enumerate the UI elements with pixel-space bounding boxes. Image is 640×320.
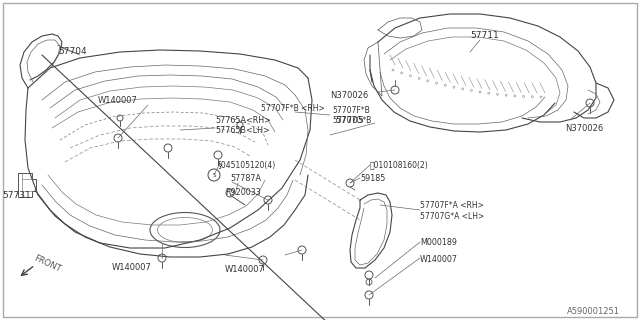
Text: 57707G*A <LH>: 57707G*A <LH> bbox=[420, 212, 484, 220]
Text: 59185: 59185 bbox=[360, 173, 385, 182]
Text: FRONT: FRONT bbox=[32, 254, 62, 274]
Text: N370026: N370026 bbox=[565, 124, 604, 132]
Text: 57707G*B: 57707G*B bbox=[332, 116, 371, 124]
Text: W140007: W140007 bbox=[225, 266, 265, 275]
Text: R920033: R920033 bbox=[225, 188, 260, 196]
Text: 57707F*A <RH>: 57707F*A <RH> bbox=[420, 201, 484, 210]
Text: 57787A: 57787A bbox=[230, 173, 261, 182]
Text: 57707F*B <RH>: 57707F*B <RH> bbox=[261, 103, 325, 113]
Text: M000189: M000189 bbox=[420, 237, 457, 246]
Text: 57731: 57731 bbox=[2, 190, 31, 199]
Text: A590001251: A590001251 bbox=[567, 308, 620, 316]
Text: W140007: W140007 bbox=[98, 95, 138, 105]
Text: 57704: 57704 bbox=[58, 46, 86, 55]
Text: 57765A<RH>: 57765A<RH> bbox=[215, 116, 271, 124]
Text: W140007: W140007 bbox=[112, 263, 152, 273]
Text: W140007: W140007 bbox=[420, 255, 458, 265]
Text: 57765B<LH>: 57765B<LH> bbox=[215, 125, 269, 134]
Text: S: S bbox=[212, 172, 216, 178]
Text: Ⓑ010108160(2): Ⓑ010108160(2) bbox=[370, 161, 429, 170]
Text: 57705: 57705 bbox=[335, 116, 364, 124]
Text: 57711: 57711 bbox=[470, 30, 499, 39]
Text: N370026: N370026 bbox=[330, 91, 368, 100]
Text: §045105120(4): §045105120(4) bbox=[218, 161, 276, 170]
Text: 57707F*B: 57707F*B bbox=[332, 106, 370, 115]
